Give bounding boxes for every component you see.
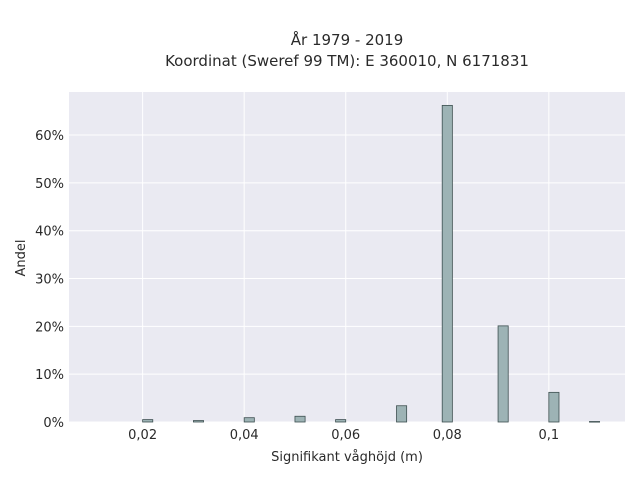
- histogram-bar: [548, 391, 560, 423]
- x-tick-label: 0,06: [331, 428, 360, 443]
- histogram-bar: [243, 417, 255, 423]
- histogram-bar: [589, 421, 601, 423]
- histogram-bar: [497, 325, 509, 423]
- x-tick-label: 0,04: [230, 428, 259, 443]
- x-tick-label: 0,08: [433, 428, 462, 443]
- y-tick-label: 20%: [35, 320, 64, 335]
- histogram-bar: [441, 104, 453, 423]
- y-tick-label: 10%: [35, 368, 64, 383]
- x-axis-label: Signifikant våghöjd (m): [271, 450, 423, 465]
- y-tick-label: 50%: [35, 177, 64, 192]
- x-tick-labels: 0,02 0,04 0,06 0,08 0,1: [128, 428, 559, 443]
- y-tick-label: 0%: [43, 416, 64, 431]
- histogram-bar: [396, 405, 408, 423]
- y-tick-label: 30%: [35, 273, 64, 288]
- chart-title-line-1: År 1979 - 2019: [291, 30, 404, 49]
- y-tick-label: 60%: [35, 129, 64, 144]
- y-tick-label: 40%: [35, 225, 64, 240]
- histogram-bar: [335, 419, 347, 423]
- histogram-bar: [294, 415, 306, 423]
- histogram-bar: [142, 419, 154, 423]
- histogram-bar: [193, 420, 204, 423]
- y-tick-labels: 0% 10% 20% 30% 40% 50% 60%: [35, 129, 64, 431]
- plot-area: [69, 92, 625, 422]
- y-axis-label: Andel: [14, 240, 29, 277]
- chart-title-line-2: Koordinat (Sweref 99 TM): E 360010, N 61…: [165, 52, 529, 70]
- grid-lines: [69, 92, 625, 423]
- x-tick-label: 0,1: [538, 428, 559, 443]
- bars: [142, 104, 601, 423]
- x-tick-label: 0,02: [128, 428, 157, 443]
